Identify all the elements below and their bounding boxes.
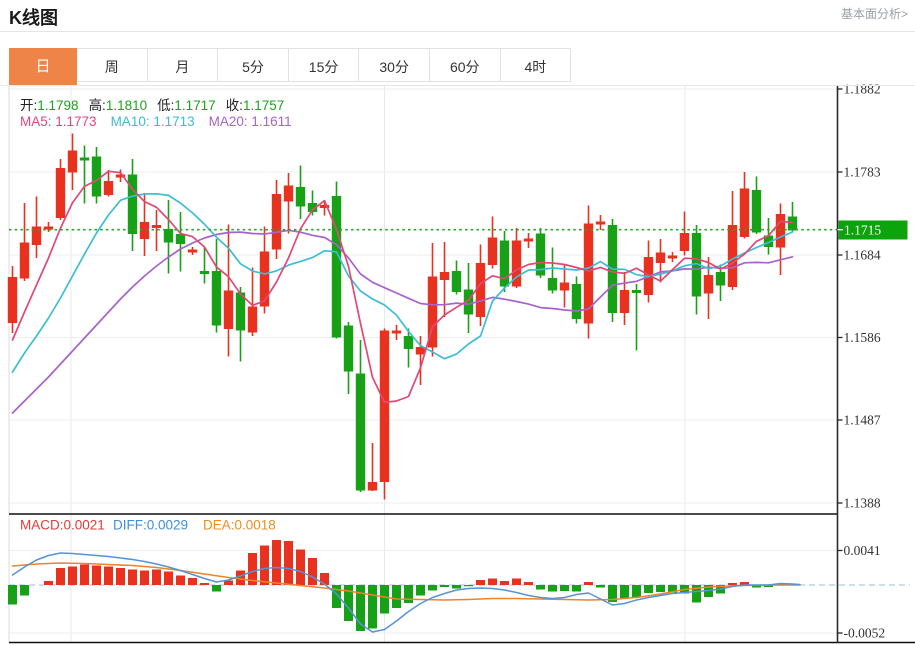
svg-text:-0.0052: -0.0052 [844, 626, 886, 641]
svg-text:1.1684: 1.1684 [844, 248, 881, 263]
svg-text:1.1882: 1.1882 [844, 82, 881, 97]
svg-text:1.1487: 1.1487 [844, 413, 881, 428]
svg-text:1.1586: 1.1586 [844, 330, 881, 345]
svg-text:0.0041: 0.0041 [844, 543, 881, 558]
svg-text:1.1715: 1.1715 [844, 223, 881, 238]
svg-text:1.1783: 1.1783 [844, 165, 881, 180]
svg-text:1.1388: 1.1388 [844, 496, 881, 511]
